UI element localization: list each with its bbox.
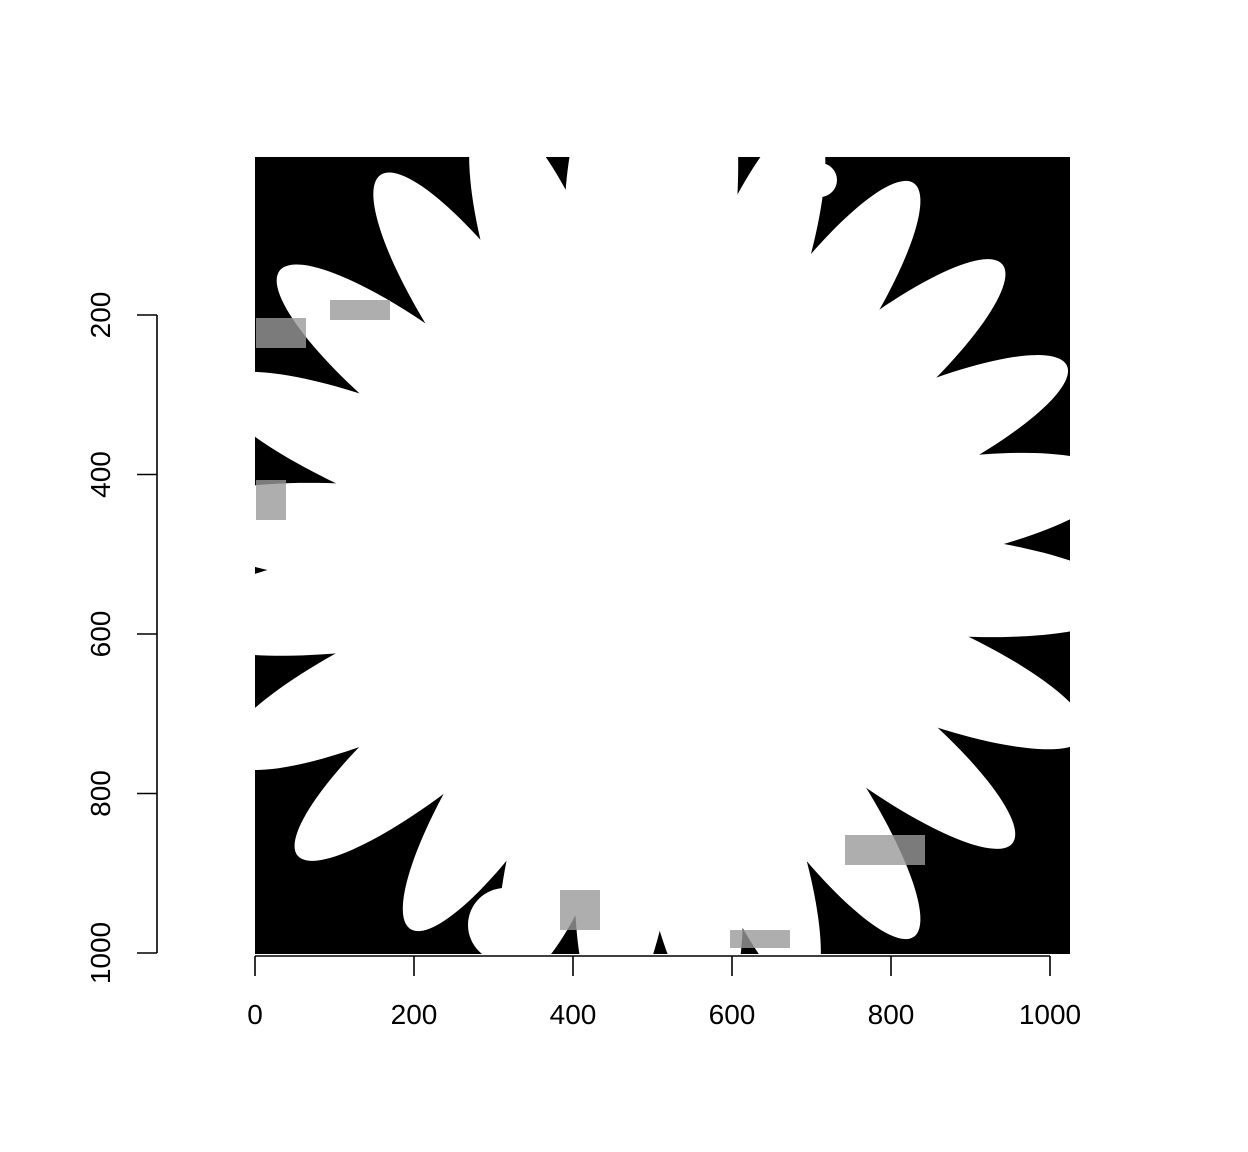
y-tick-label: 800 [85, 770, 116, 817]
y-tick-label: 1000 [85, 922, 116, 984]
y-tick-label: 600 [85, 611, 116, 658]
x-tick-label: 800 [868, 999, 915, 1030]
x-tick-label: 400 [550, 999, 597, 1030]
x-axis: 0 200 400 600 800 1000 [247, 955, 1081, 1030]
x-tick-label: 600 [709, 999, 756, 1030]
flower-image [171, 74, 1129, 1019]
y-tick-label: 400 [85, 451, 116, 498]
x-tick-label: 1000 [1019, 999, 1081, 1030]
y-axis: 200 400 600 800 1000 [85, 292, 158, 984]
y-tick-label: 200 [85, 292, 116, 339]
noise-patches [256, 300, 925, 948]
x-tick-label: 0 [247, 999, 263, 1030]
x-tick-label: 200 [391, 999, 438, 1030]
